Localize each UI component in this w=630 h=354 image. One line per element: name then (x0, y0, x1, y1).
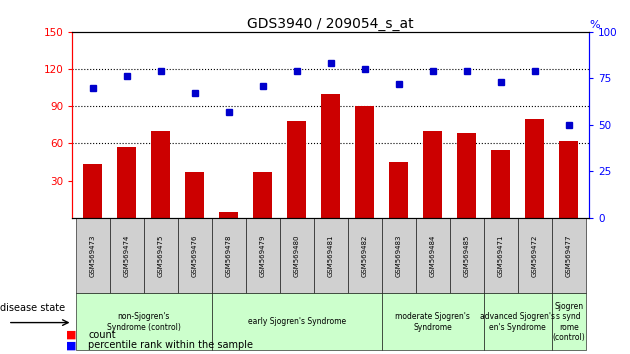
Bar (212, 218, 246, 293)
Bar (287, 121, 306, 218)
Bar (212, 293, 382, 350)
Text: percentile rank within the sample: percentile rank within the sample (88, 340, 253, 350)
Text: GSM569472: GSM569472 (532, 234, 537, 277)
Bar (246, 218, 280, 293)
Text: GSM569478: GSM569478 (226, 234, 232, 277)
Text: disease state: disease state (0, 303, 65, 313)
Text: GSM569480: GSM569480 (294, 234, 300, 277)
Bar (525, 119, 544, 218)
Bar (416, 218, 450, 293)
Bar (76, 293, 212, 350)
Bar (151, 131, 170, 218)
Bar (559, 141, 578, 218)
Bar (450, 218, 484, 293)
Bar (314, 218, 348, 293)
Bar (382, 293, 484, 350)
Text: early Sjogren's Syndrome: early Sjogren's Syndrome (248, 318, 346, 326)
Text: GSM569471: GSM569471 (498, 234, 503, 277)
Bar (219, 212, 238, 218)
Text: GSM569483: GSM569483 (396, 234, 402, 277)
Bar (423, 131, 442, 218)
Bar (484, 293, 552, 350)
Bar (178, 218, 212, 293)
Bar (110, 218, 144, 293)
Text: advanced Sjogren's
en's Syndrome: advanced Sjogren's en's Syndrome (480, 312, 555, 332)
Bar (76, 218, 110, 293)
Text: GSM569485: GSM569485 (464, 234, 470, 277)
Title: GDS3940 / 209054_s_at: GDS3940 / 209054_s_at (248, 17, 414, 31)
Text: non-Sjogren's
Syndrome (control): non-Sjogren's Syndrome (control) (107, 312, 181, 332)
Text: GSM569477: GSM569477 (566, 234, 571, 277)
Bar (552, 218, 586, 293)
Bar (491, 149, 510, 218)
Text: GSM569476: GSM569476 (192, 234, 198, 277)
Bar (84, 164, 102, 218)
Bar (348, 218, 382, 293)
Bar (518, 218, 552, 293)
Bar (321, 94, 340, 218)
Text: GSM569481: GSM569481 (328, 234, 334, 277)
Bar (253, 172, 272, 218)
Bar (280, 218, 314, 293)
Bar (117, 147, 136, 218)
Text: GSM569484: GSM569484 (430, 234, 436, 277)
Text: GSM569474: GSM569474 (124, 234, 130, 277)
Bar (457, 133, 476, 218)
Text: count: count (88, 330, 116, 339)
Bar (382, 218, 416, 293)
Bar (355, 106, 374, 218)
Text: Sjogren
s synd
rome
(control): Sjogren s synd rome (control) (553, 302, 585, 342)
Bar (185, 172, 204, 218)
Bar (484, 218, 518, 293)
Text: GSM569473: GSM569473 (90, 234, 96, 277)
Text: GSM569475: GSM569475 (158, 234, 164, 277)
Text: GSM569479: GSM569479 (260, 234, 266, 277)
Text: GSM569482: GSM569482 (362, 234, 368, 277)
Text: ■: ■ (66, 330, 77, 339)
Text: %: % (589, 20, 600, 30)
Bar (144, 218, 178, 293)
Text: ■: ■ (66, 340, 77, 350)
Text: moderate Sjogren's
Syndrome: moderate Sjogren's Syndrome (395, 312, 470, 332)
Bar (552, 293, 586, 350)
Bar (389, 162, 408, 218)
